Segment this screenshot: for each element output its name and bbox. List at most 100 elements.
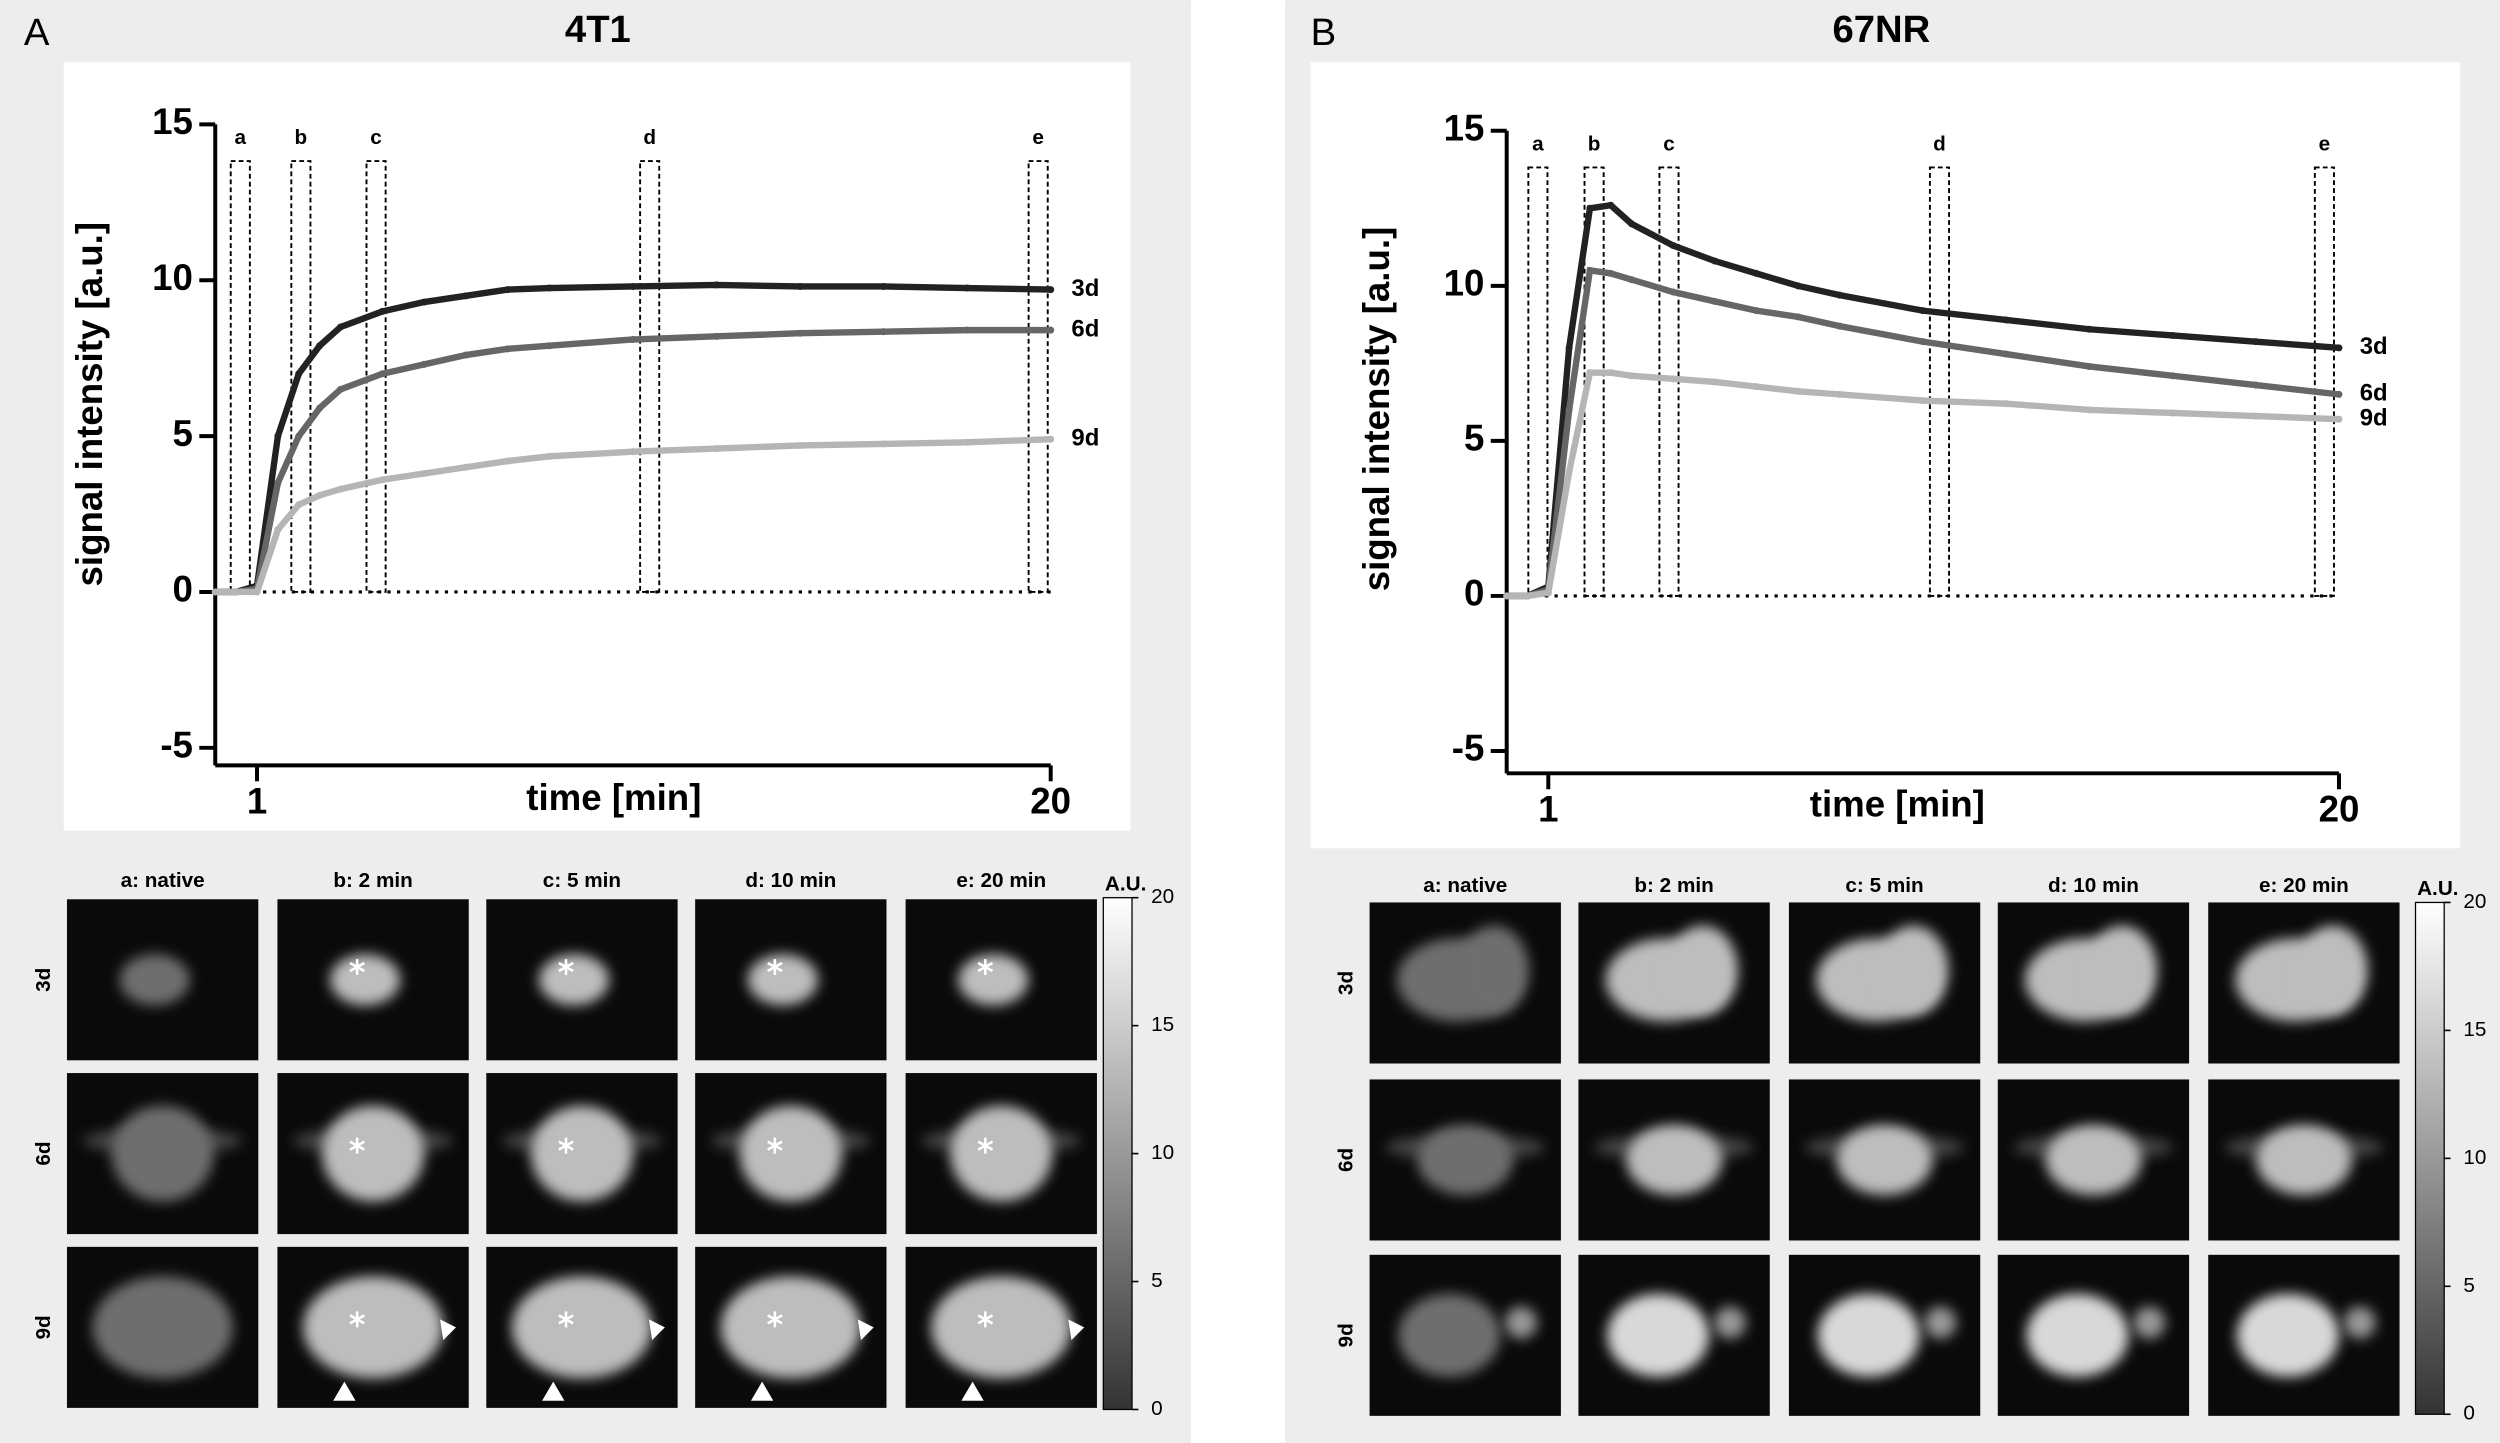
asterisk — [977, 1137, 994, 1154]
data-point — [1836, 322, 1844, 330]
data-point — [337, 385, 345, 393]
row-label: 6d — [1335, 1148, 1358, 1172]
data-point — [2002, 400, 2010, 408]
series-line — [1506, 201, 2340, 600]
data-point — [337, 485, 345, 493]
tumor — [2133, 1306, 2166, 1339]
y-tick-label: -5 — [1452, 728, 1485, 769]
data-point — [963, 326, 971, 334]
tumor — [1713, 1306, 1746, 1339]
data-point — [1047, 326, 1055, 334]
data-point — [1794, 387, 1802, 395]
asterisk — [349, 959, 365, 976]
colorbar-tick-label: 15 — [2463, 1018, 2486, 1041]
data-point — [545, 452, 553, 460]
column-label: c: 5 min — [543, 869, 621, 892]
tumor — [2256, 1124, 2352, 1196]
data-point — [2252, 412, 2260, 420]
tumor — [1417, 1124, 1514, 1196]
y-tick-label: 10 — [152, 257, 193, 298]
data-point — [1752, 269, 1760, 277]
tumor — [302, 1276, 444, 1379]
tumor — [530, 1105, 633, 1202]
series-label: 3d — [1071, 275, 1099, 302]
asterisk — [349, 1311, 365, 1328]
data-point — [462, 351, 470, 359]
data-point — [1628, 372, 1636, 380]
tumor — [1626, 1124, 1722, 1196]
asterisk — [767, 1137, 783, 1154]
tumor — [2045, 1124, 2142, 1196]
colorbar-tick-label: 20 — [2463, 890, 2486, 913]
time-window-label: d — [1933, 133, 1946, 156]
data-point — [295, 370, 303, 378]
y-tick-label: -5 — [160, 724, 193, 765]
data-point — [378, 307, 386, 315]
colorbar-tick-label: 15 — [1151, 1013, 1174, 1036]
data-point — [880, 440, 888, 448]
tumor — [1924, 1306, 1957, 1339]
asterisk — [977, 959, 994, 976]
data-point — [316, 491, 324, 499]
row-label: 6d — [32, 1141, 55, 1165]
data-point — [545, 284, 553, 292]
arrowhead — [857, 1319, 874, 1341]
column-label: e: 20 min — [2259, 874, 2349, 897]
data-point — [880, 282, 888, 290]
tumor — [1836, 1124, 1933, 1196]
data-point — [796, 441, 804, 449]
arrowhead — [750, 1381, 774, 1401]
row-label: 3d — [32, 968, 55, 992]
data-point — [316, 404, 324, 412]
column-label: c: 5 min — [1845, 874, 1923, 897]
y-tick-label: 0 — [173, 569, 193, 610]
colorbar — [2414, 901, 2445, 1415]
asterisk — [558, 1311, 574, 1328]
x-axis-label: time [min] — [526, 777, 701, 818]
data-point — [420, 298, 428, 306]
time-window — [290, 160, 312, 593]
tumor — [511, 1276, 653, 1379]
tumor — [1398, 1293, 1501, 1377]
data-point — [2002, 350, 2010, 358]
data-point — [253, 588, 261, 596]
y-axis-label: signal intensity [a.u.] — [1356, 227, 1397, 592]
colorbar-label: A.U. — [2417, 877, 2458, 900]
arrowhead — [542, 1381, 565, 1401]
time-window — [1928, 166, 1950, 597]
data-point — [713, 281, 721, 289]
data-point — [378, 370, 386, 378]
data-point — [420, 470, 428, 478]
data-point — [1711, 378, 1719, 386]
time-window-label: e — [1032, 126, 1044, 149]
time-window — [1027, 160, 1049, 593]
colorbar-tick-label: 20 — [1151, 885, 1174, 908]
time-window — [1583, 166, 1605, 597]
tumor — [931, 1276, 1072, 1379]
data-point — [295, 501, 303, 509]
series-line — [1506, 369, 2340, 600]
data-point — [713, 332, 721, 340]
data-point — [1565, 344, 1573, 352]
data-point — [1794, 313, 1802, 321]
tumor — [2026, 1293, 2129, 1377]
data-point — [504, 457, 512, 465]
data-point — [1544, 589, 1552, 597]
data-point — [1586, 369, 1594, 377]
data-point — [1919, 307, 1927, 315]
data-point — [1586, 204, 1594, 212]
data-point — [880, 328, 888, 336]
y-tick-label: 10 — [1444, 263, 1485, 304]
data-point — [2002, 316, 2010, 324]
panel-letter: A — [24, 11, 50, 54]
data-point — [2335, 390, 2343, 398]
data-point — [2085, 406, 2093, 414]
tumor — [111, 1105, 214, 1202]
asterisk — [349, 1137, 365, 1154]
data-point — [629, 335, 637, 343]
data-point — [2252, 338, 2260, 346]
data-point — [2169, 331, 2177, 339]
data-point — [963, 438, 971, 446]
asterisk — [977, 1311, 994, 1328]
